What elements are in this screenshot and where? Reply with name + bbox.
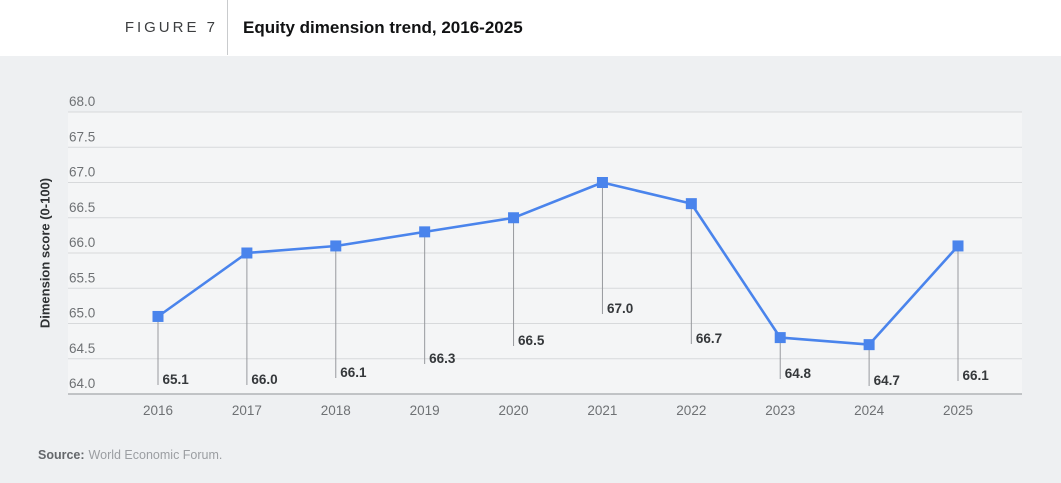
y-tick-label: 68.0 — [69, 94, 95, 109]
data-label: 64.8 — [785, 366, 812, 381]
data-point-marker — [952, 240, 964, 252]
data-label: 66.1 — [340, 365, 367, 380]
y-tick-label: 65.0 — [69, 306, 95, 321]
data-point-marker — [596, 177, 608, 188]
x-tick-label: 2017 — [232, 403, 262, 418]
x-tick-label: 2022 — [676, 403, 706, 418]
data-label: 64.7 — [874, 373, 900, 388]
x-tick-label: 2020 — [499, 403, 529, 418]
y-tick-label: 64.0 — [69, 376, 95, 391]
figure-number: FIGURE 7 — [124, 19, 218, 36]
data-point-marker — [863, 339, 875, 351]
data-point-marker — [330, 240, 342, 252]
series-line-equity — [156, 181, 960, 346]
x-tick-label: 2019 — [410, 403, 440, 418]
data-point-marker — [419, 226, 431, 238]
data-label: 66.1 — [963, 368, 990, 383]
data-point-marker — [241, 247, 253, 259]
figure-header: FIGURE 7 Equity dimension trend, 2016-20… — [0, 0, 1061, 56]
y-tick-label: 66.0 — [69, 235, 95, 250]
y-tick-label: 67.0 — [69, 165, 95, 180]
x-tick-label: 2025 — [943, 403, 973, 418]
x-tick-label: 2023 — [765, 403, 795, 418]
x-tick-label: 2016 — [143, 403, 173, 418]
source-label: Source: — [38, 448, 85, 462]
x-tick-label: 2024 — [854, 403, 885, 418]
data-label: 66.5 — [518, 333, 545, 348]
y-axis-title: Dimension score (0-100) — [37, 177, 53, 329]
figure-title: Equity dimension trend, 2016-2025 — [243, 18, 523, 37]
data-point-marker — [685, 198, 697, 210]
x-tick-label: 2018 — [321, 403, 351, 418]
source-text: World Economic Forum. — [88, 448, 223, 462]
chart-panel: 68.0 67.5 67.0 66.5 66.0 65.5 65.0 64.5 64.0 65.1… — [0, 56, 1061, 483]
data-label: 66.0 — [251, 372, 277, 387]
data-point-marker — [508, 212, 520, 224]
line-chart: 68.0 67.5 67.0 66.5 66.0 65.5 65.0 64.5 64.0 65.1… — [68, 94, 1022, 418]
source-note: Source: World Economic Forum. — [38, 448, 222, 462]
data-point-marker — [152, 310, 164, 322]
data-label: 65.1 — [163, 372, 190, 387]
y-tick-label: 65.5 — [69, 270, 95, 285]
data-label: 66.7 — [696, 331, 722, 346]
data-label: 67.0 — [607, 301, 633, 316]
x-tick-label: 2021 — [587, 403, 617, 418]
y-tick-label: 66.5 — [69, 200, 95, 215]
y-tick-label: 67.5 — [69, 129, 95, 144]
header-divider — [227, 0, 228, 55]
data-label: 66.3 — [429, 351, 456, 366]
y-tick-label: 64.5 — [69, 341, 95, 356]
data-point-marker — [774, 332, 786, 344]
